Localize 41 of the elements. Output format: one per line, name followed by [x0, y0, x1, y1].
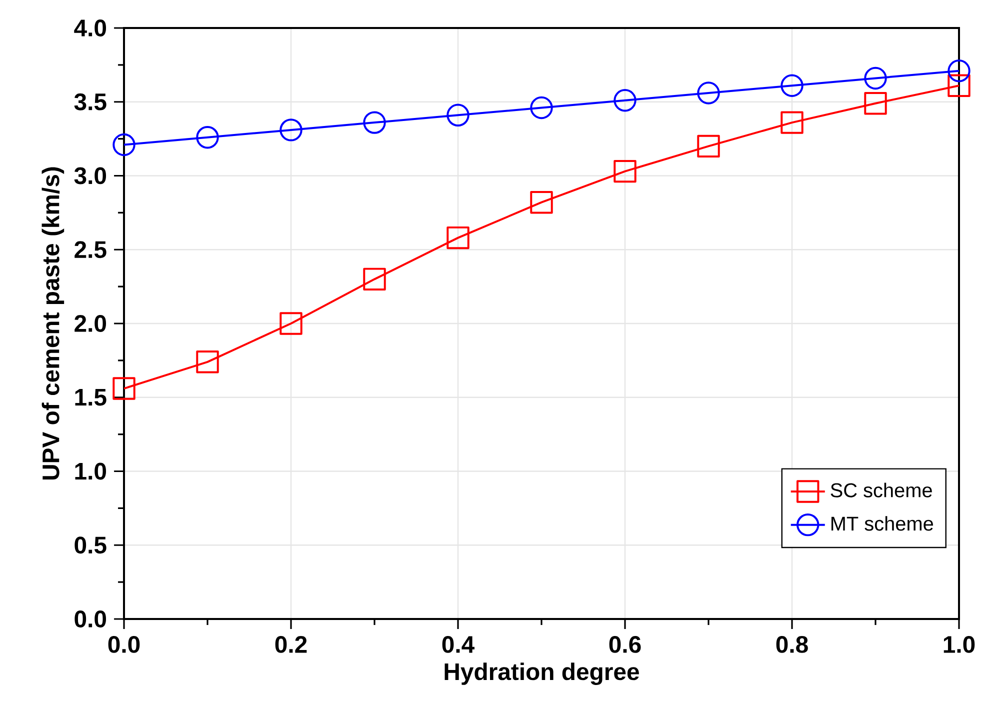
point [780, 111, 804, 134]
point [280, 118, 302, 142]
point [196, 126, 219, 149]
point [363, 268, 386, 291]
y-tick-label: 3.0 [74, 167, 106, 184]
x-tick-label: 0.6 [609, 636, 641, 653]
x-tick-label: 0.0 [108, 636, 140, 653]
point [112, 377, 136, 400]
x-tick-label: 0.4 [442, 636, 474, 653]
point [948, 74, 970, 97]
point [614, 89, 636, 112]
legend-label: MT scheme [831, 516, 934, 531]
x-tick-label: 1.0 [944, 636, 975, 653]
y-tick-label: 1.0 [75, 462, 106, 480]
y-axis-title: UPV of cement paste (km/s) [42, 167, 64, 480]
point [864, 66, 887, 90]
y-tick-label: 1.5 [75, 389, 106, 406]
point [446, 104, 470, 127]
y-tick-label: 4.0 [74, 20, 106, 36]
x-tick-label: 0.8 [776, 636, 808, 653]
legend-label: SC scheme [830, 482, 932, 498]
point [614, 160, 636, 183]
point [864, 92, 887, 115]
y-tick-label: 0.0 [74, 610, 106, 628]
point [196, 350, 219, 374]
y-tick-label: 0.5 [74, 536, 106, 554]
point [697, 134, 720, 158]
y-tick-label: 3.5 [74, 93, 106, 110]
point [112, 133, 136, 156]
point [280, 312, 302, 335]
point [530, 96, 553, 120]
point [780, 74, 804, 97]
point [697, 82, 720, 104]
y-tick-label: 2.0 [74, 315, 106, 332]
x-tick-label: 0.2 [275, 636, 307, 653]
point [446, 226, 470, 250]
x-axis-title: Hydration degree [444, 662, 639, 686]
point [948, 59, 970, 82]
point [530, 190, 553, 214]
y-tick-label: 2.5 [74, 241, 106, 258]
point [363, 111, 386, 134]
